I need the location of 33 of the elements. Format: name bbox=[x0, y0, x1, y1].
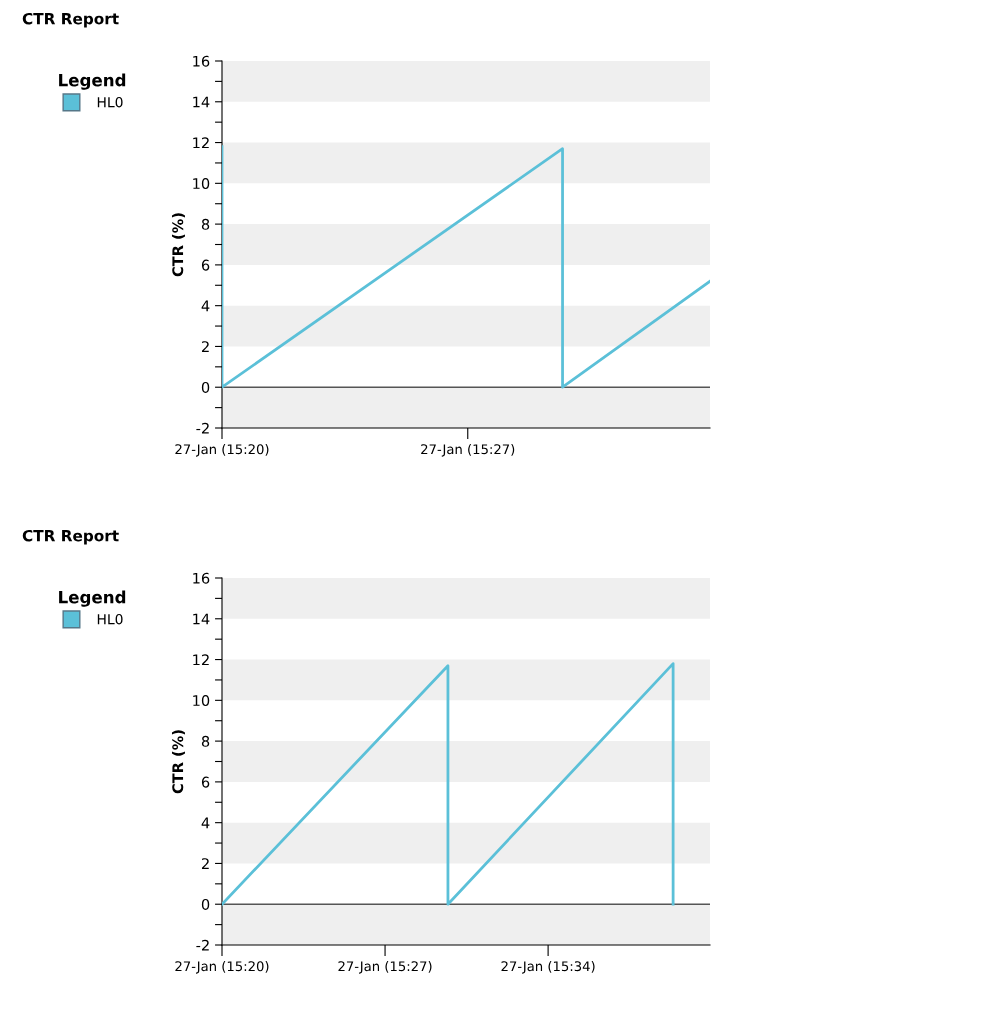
y-tick-label: 12 bbox=[193, 137, 209, 149]
legend-label: HL0 bbox=[97, 613, 123, 625]
y-tick-label: 14 bbox=[193, 96, 210, 108]
y-tick-label: -2 bbox=[196, 422, 209, 434]
x-tick-label: 27-Jan (15:27) bbox=[421, 443, 515, 457]
y-tick-label: 2 bbox=[201, 858, 209, 869]
y-tick-label: 0 bbox=[201, 898, 210, 910]
y-tick-label: 14 bbox=[193, 613, 210, 625]
x-tick-label: 27-Jan (15:20) bbox=[175, 960, 269, 974]
x-tick-label: 27-Jan (15:34) bbox=[501, 960, 595, 974]
legend-title: Legend bbox=[59, 590, 126, 607]
text: CTR Report bbox=[22, 529, 119, 545]
y-tick-label: -2 bbox=[196, 939, 209, 951]
y-axis-title: CTR (%) bbox=[171, 730, 185, 794]
y-tick-label: 2 bbox=[201, 341, 209, 352]
text: CTR Report bbox=[22, 12, 119, 28]
x-tick-label: 27-Jan (15:20) bbox=[175, 443, 269, 457]
y-tick-label: 4 bbox=[201, 300, 210, 312]
y-tick-label: 0 bbox=[201, 381, 210, 393]
legend-label: HL0 bbox=[97, 96, 123, 108]
y-tick-label: 8 bbox=[201, 735, 210, 747]
x-tick-label: 27-Jan (15:27) bbox=[338, 960, 432, 974]
y-axis-title: CTR (%) bbox=[171, 213, 185, 277]
y-tick-label: 4 bbox=[201, 817, 210, 829]
y-tick-label: 6 bbox=[201, 259, 210, 271]
legend-title: Legend bbox=[59, 73, 126, 90]
y-tick-label: 12 bbox=[193, 654, 209, 666]
y-tick-label: 8 bbox=[201, 218, 210, 230]
y-tick-label: 6 bbox=[201, 776, 210, 788]
y-tick-label: 10 bbox=[193, 178, 210, 190]
y-tick-label: 16 bbox=[193, 572, 210, 584]
y-tick-label: 16 bbox=[193, 55, 210, 67]
y-tick-label: 10 bbox=[193, 695, 210, 707]
